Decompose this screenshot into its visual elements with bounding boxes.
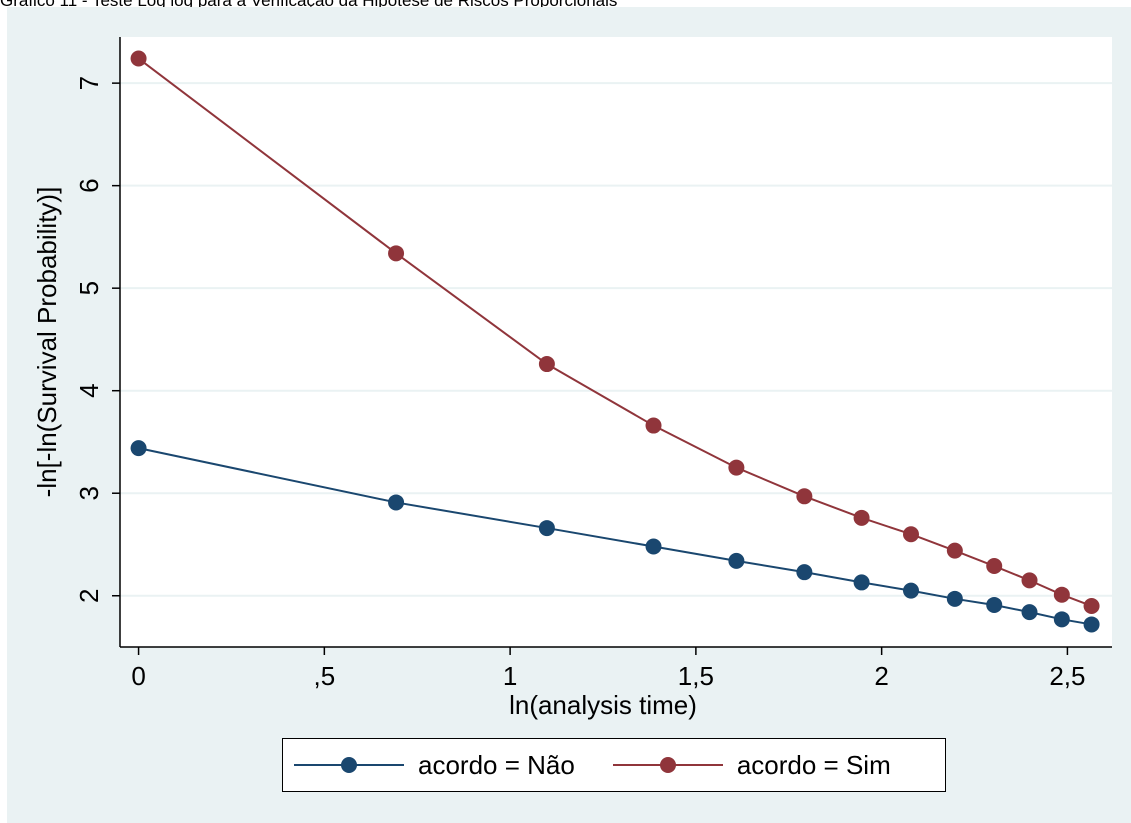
x-axis-title: ln(analysis time)	[509, 690, 697, 720]
series-1-point-4	[728, 459, 745, 476]
series-0-point-9	[986, 596, 1003, 613]
series-1-point-5	[796, 488, 813, 505]
legend-marker-nao	[294, 757, 404, 773]
series-1-point-2	[538, 356, 555, 373]
series-1-point-11	[1053, 586, 1070, 603]
series-0-point-11	[1053, 611, 1070, 628]
series-1-point-6	[853, 509, 870, 526]
x-tick-label-1: ,5	[314, 661, 336, 691]
plot-area	[120, 37, 1112, 647]
y-axis-title: -ln[-ln(Survival Probability)]	[32, 187, 62, 498]
x-tick-label-3: 1,5	[678, 661, 714, 691]
legend: acordo = Não acordo = Sim	[282, 738, 946, 792]
legend-label-sim: acordo = Sim	[736, 749, 891, 780]
legend-item-sim: acordo = Sim	[612, 739, 891, 791]
y-tick-label-1: 3	[74, 486, 104, 500]
series-1-point-3	[645, 417, 662, 434]
series-0-point-8	[946, 590, 963, 607]
y-tick-label-3: 5	[74, 281, 104, 295]
series-1-point-8	[946, 542, 963, 559]
legend-item-nao: acordo = Não	[294, 739, 575, 791]
series-1-point-12	[1083, 597, 1100, 614]
legend-label-nao: acordo = Não	[418, 749, 575, 780]
series-1-point-7	[902, 526, 919, 543]
series-0-point-5	[796, 564, 813, 581]
series-0-point-7	[902, 582, 919, 599]
x-tick-label-4: 2	[874, 661, 888, 691]
series-0-point-1	[388, 494, 405, 511]
x-tick-label-2: 1	[503, 661, 517, 691]
y-tick-label-4: 6	[74, 178, 104, 192]
x-tick-label-5: 2,5	[1049, 661, 1085, 691]
series-0-point-2	[538, 520, 555, 537]
series-1-point-9	[986, 558, 1003, 575]
legend-marker-sim	[612, 757, 723, 773]
series-0-point-6	[853, 574, 870, 591]
series-0-point-4	[728, 552, 745, 569]
y-tick-label-0: 2	[74, 589, 104, 603]
series-1-point-0	[130, 50, 147, 67]
series-0-point-10	[1021, 604, 1038, 621]
x-tick-label-0: 0	[131, 661, 145, 691]
figure-caption: Gráfico 11 - Teste Log log para a Verifi…	[0, 0, 618, 10]
series-1-point-10	[1021, 572, 1038, 589]
series-0-point-0	[130, 440, 147, 457]
y-tick-label-5: 7	[74, 76, 104, 90]
series-0-point-12	[1083, 616, 1100, 633]
y-tick-label-2: 4	[74, 383, 104, 397]
series-1-point-1	[388, 245, 405, 262]
series-0-point-3	[645, 538, 662, 555]
